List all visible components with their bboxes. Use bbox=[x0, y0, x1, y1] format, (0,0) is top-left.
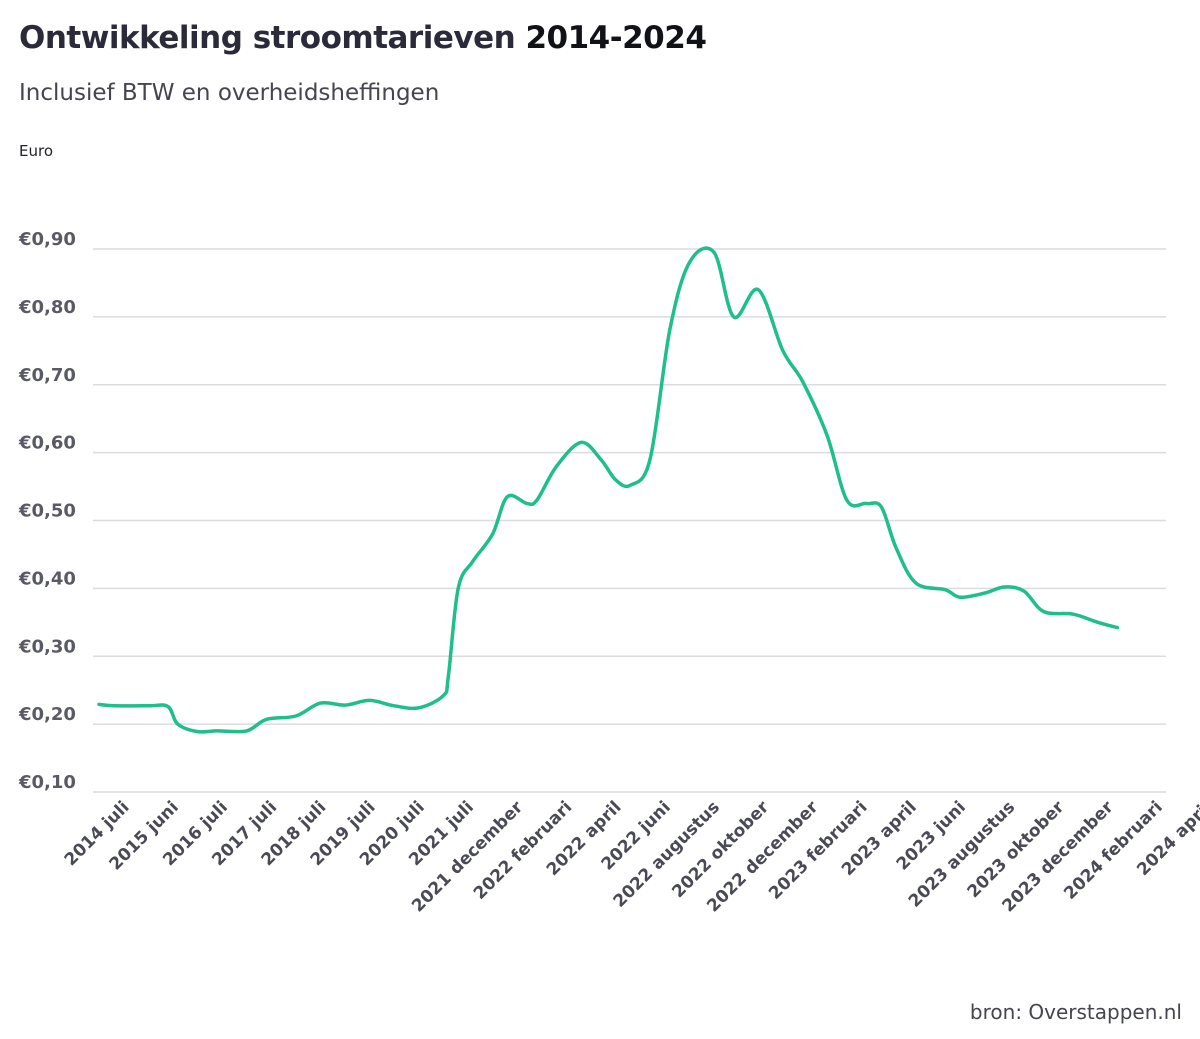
title-years: 2014-2024 bbox=[525, 20, 707, 56]
chart-subtitle: Inclusief BTW en overheidsheffingen bbox=[19, 80, 440, 106]
title-main: Ontwikkeling stroomtarieven bbox=[19, 20, 526, 56]
y-tick-label: €0,30 bbox=[18, 636, 76, 657]
y-axis-ticks: €0,10 €0,20 €0,30 €0,40 €0,50 €0,60 €0,70 €0,80… bbox=[18, 229, 76, 793]
gridlines bbox=[93, 248, 1166, 793]
y-tick-label: €0,70 bbox=[18, 365, 76, 386]
series-layer bbox=[97, 246, 1120, 734]
y-tick-label: €0,20 bbox=[18, 704, 76, 725]
y-axis-unit-label: Euro bbox=[19, 142, 53, 160]
series-line bbox=[97, 246, 1120, 734]
y-tick-label: €0,10 bbox=[18, 772, 76, 793]
chart-title: Ontwikkeling stroomtarieven 2014-2024 bbox=[19, 20, 707, 56]
y-tick-label: €0,90 bbox=[18, 229, 76, 250]
y-tick-label: €0,40 bbox=[18, 568, 76, 589]
y-tick-label: €0,50 bbox=[18, 501, 76, 522]
y-tick-label: €0,80 bbox=[18, 297, 76, 318]
y-tick-label: €0,60 bbox=[18, 433, 76, 454]
source-credit: bron: Overstappen.nl bbox=[969, 1000, 1182, 1024]
